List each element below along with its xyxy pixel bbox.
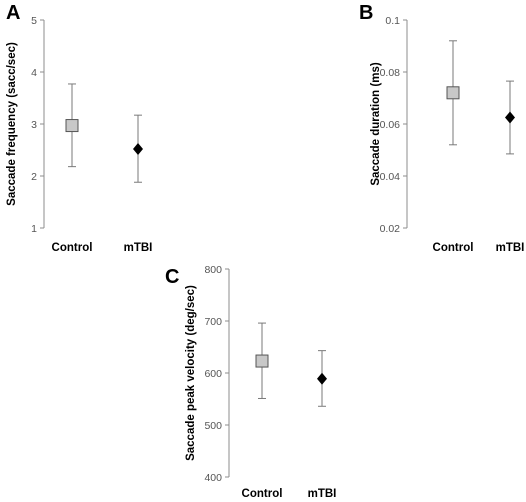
- panel-b-letter: B: [359, 2, 373, 24]
- panel-b-ytick-label: 0.02: [380, 223, 401, 235]
- panel-b-ytick-label: 0.06: [380, 119, 401, 131]
- panel-c-letter: C: [165, 266, 179, 288]
- panel-b-control-point: [446, 86, 460, 100]
- panel-a-category-label: mTBI: [124, 242, 153, 254]
- panel-a-plot: 1 2 3 4 5 Saccade frequency (sacc/sec) Control…: [6, 15, 152, 254]
- panel-c-ytick-label: 700: [204, 316, 222, 328]
- panel-a-category-label: Control: [52, 242, 93, 254]
- panel-b-y-axis-title: Saccade duration (ms): [370, 62, 382, 186]
- panel-b-mtbi-point: [505, 111, 515, 124]
- panel-a-ytick-label: 2: [31, 171, 37, 183]
- panel-a: A 1 2 3 4 5 Saccade frequency (sacc/sec) Contr…: [6, 2, 152, 254]
- panel-c-control-point: [255, 354, 269, 368]
- panel-a-ytick-label: 3: [31, 119, 37, 131]
- panel-b-ytick-label: 0.04: [380, 171, 401, 183]
- panel-b-plot: 0.02 0.04 0.06 0.08 0.1 Saccade duration (ms)…: [370, 15, 524, 254]
- panel-c-mtbi-point: [317, 372, 327, 385]
- panel-a-ytick-label: 4: [31, 67, 37, 79]
- panel-a-y-axis-title: Saccade frequency (sacc/sec): [6, 42, 18, 206]
- panel-b-category-label: Control: [433, 242, 474, 254]
- panel-c-y-axis-title: Saccade peak velocity (deg/sec): [185, 285, 197, 461]
- panel-c-ytick-label: 500: [204, 420, 222, 432]
- panel-b-category-label: mTBI: [496, 242, 525, 254]
- panel-b-ytick-label: 0.08: [380, 67, 401, 79]
- panel-b-ytick-label: 0.1: [385, 15, 400, 27]
- panel-c-ytick-label: 600: [204, 368, 222, 380]
- panel-a-control-point: [65, 119, 79, 133]
- panel-c-ytick-label: 400: [204, 472, 222, 484]
- panel-c-category-label: Control: [242, 488, 283, 500]
- panel-b: B 0.02 0.04 0.06 0.08 0.1 Saccade duration (m…: [359, 2, 524, 254]
- panel-a-ytick-label: 1: [31, 223, 37, 235]
- panel-c-plot: 400 500 600 700 800 Saccade peak velocity (de…: [185, 264, 336, 500]
- panel-c-category-label: mTBI: [308, 488, 337, 500]
- panel-a-mtbi-point: [133, 142, 143, 155]
- panel-a-letter: A: [6, 2, 20, 24]
- panel-a-ytick-label: 5: [31, 15, 37, 27]
- panel-c: C 400 500 600 700 800 Saccade peak velocity (…: [165, 264, 336, 500]
- panel-c-ytick-label: 800: [204, 264, 222, 276]
